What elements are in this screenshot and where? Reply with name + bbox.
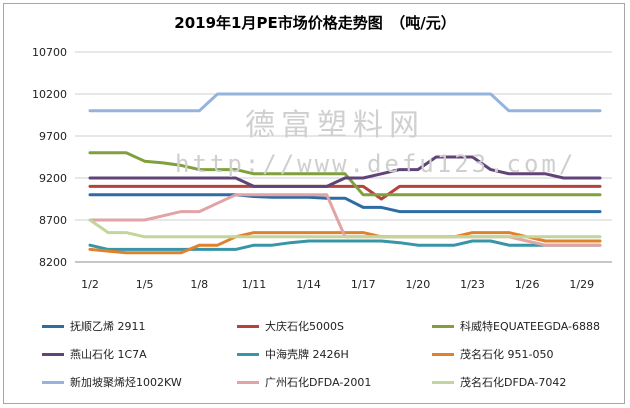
legend-label: 科威特EQUATEEGDA-6888 — [460, 320, 600, 333]
x-tick-label: 1/2 — [81, 278, 99, 291]
watermark-text: 德富塑料网 — [245, 108, 425, 143]
legend-label: 燕山石化 1C7A — [70, 348, 147, 361]
watermark-url: http://www.defu123.com/ — [175, 150, 577, 178]
legend-label: 大庆石化5000S — [265, 320, 344, 333]
legend-swatch — [42, 324, 64, 328]
legend-item: 茂名石化 951-050 — [432, 346, 553, 362]
series-line-5 — [88, 231, 602, 255]
axes: 8200 8700 9200 9700 10200 10700 1/2 1/5 1/8 1/11 1… — [32, 46, 612, 291]
x-tick-label: 1/11 — [242, 278, 267, 291]
legend-swatch — [42, 380, 64, 384]
y-tick-label: 9200 — [39, 172, 67, 185]
legend-swatch — [432, 352, 454, 356]
y-tick-label: 10700 — [32, 46, 67, 59]
x-tick-label: 1/20 — [406, 278, 431, 291]
legend-item: 科威特EQUATEEGDA-6888 — [432, 318, 600, 334]
legend-item: 广州石化DFDA-2001 — [237, 374, 371, 390]
legend-item: 大庆石化5000S — [237, 318, 344, 334]
y-tick-label: 8700 — [39, 214, 67, 227]
legend-item: 茂名石化DFDA-7042 — [432, 374, 566, 390]
series-line-3 — [88, 155, 602, 188]
series-line-6 — [88, 92, 602, 113]
chart-frame — [3, 3, 625, 404]
legend-swatch — [237, 352, 259, 356]
legend-label: 广州石化DFDA-2001 — [265, 376, 372, 389]
legend-item: 新加坡聚烯烃1002KW — [42, 374, 182, 390]
x-tick-label: 1/26 — [515, 278, 540, 291]
y-tick-label: 8200 — [39, 256, 67, 269]
legend-label: 茂名石化 951-050 — [460, 348, 554, 361]
y-tick-label: 10200 — [32, 88, 67, 101]
legend-swatch — [237, 380, 259, 384]
x-tick-label: 1/8 — [190, 278, 208, 291]
x-tick-label: 1/5 — [136, 278, 154, 291]
x-tick-label: 1/23 — [460, 278, 485, 291]
x-tick-label: 1/29 — [569, 278, 594, 291]
legend-label: 中海壳牌 2426H — [265, 348, 349, 361]
series-line-0 — [88, 193, 602, 214]
x-tick-label: 1/17 — [351, 278, 376, 291]
legend-swatch — [432, 380, 454, 384]
series-line-8 — [88, 218, 602, 239]
legend-item: 抚顺乙烯 2911 — [42, 318, 146, 334]
legend-label: 抚顺乙烯 2911 — [70, 320, 146, 333]
legend-label: 新加坡聚烯烃1002KW — [70, 376, 182, 389]
legend-swatch — [432, 324, 454, 328]
series-line-2 — [88, 151, 602, 197]
series-line-4 — [88, 239, 602, 251]
legend-item: 中海壳牌 2426H — [237, 346, 349, 362]
legend-swatch — [42, 352, 64, 356]
y-tick-label: 9700 — [39, 130, 67, 143]
series-line-1 — [88, 184, 602, 201]
chart-title: 2019年1月PE市场价格走势图 （吨/元） — [174, 14, 456, 32]
legend-label: 茂名石化DFDA-7042 — [460, 376, 567, 389]
legend-item: 燕山石化 1C7A — [42, 346, 147, 362]
series-lines — [88, 92, 602, 255]
legend-swatch — [237, 324, 259, 328]
x-tick-label: 1/14 — [296, 278, 321, 291]
